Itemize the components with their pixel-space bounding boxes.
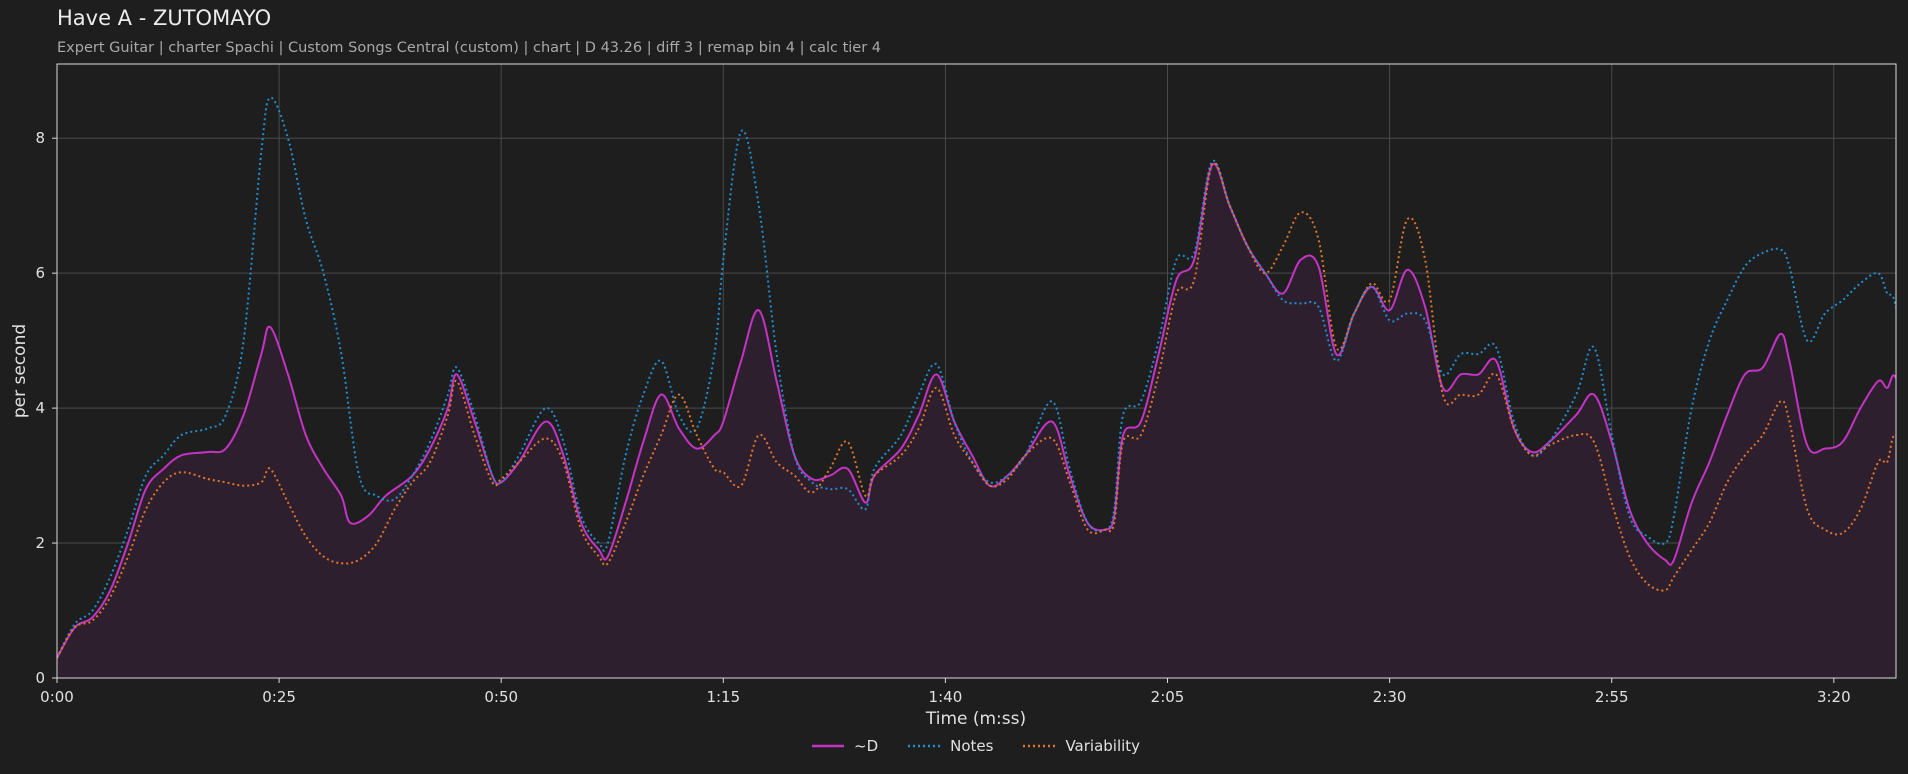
- y-tick-label: 6: [35, 264, 45, 282]
- series-d-line: [57, 162, 1896, 659]
- y-tick-label: 0: [35, 669, 45, 687]
- legend-label-variability: Variability: [1065, 737, 1141, 755]
- x-tick-label: 2:30: [1373, 688, 1407, 706]
- x-tick-label: 0:25: [262, 688, 296, 706]
- series-layer: [57, 96, 1896, 678]
- x-tick-label: 2:55: [1595, 688, 1629, 706]
- x-tick-label: 0:50: [484, 688, 518, 706]
- x-tick-label: 1:40: [929, 688, 963, 706]
- x-tick-label: 3:20: [1817, 688, 1851, 706]
- legend-swatch-d: [812, 744, 844, 748]
- legend-item-notes: Notes: [908, 737, 993, 755]
- legend-swatch-variability: [1023, 744, 1056, 748]
- plot-frame: [56, 63, 1897, 679]
- series-d-area: [57, 163, 1896, 678]
- x-tick-label: 1:15: [706, 688, 740, 706]
- x-tick-label: 2:05: [1151, 688, 1185, 706]
- legend-item-variability: Variability: [1023, 737, 1140, 755]
- y-tick-label: 4: [35, 399, 45, 417]
- legend-label-d: ~D: [854, 737, 879, 755]
- series-variability-line: [57, 161, 1896, 659]
- chart-subtitle: Expert Guitar | charter Spachi | Custom …: [57, 40, 881, 56]
- series-notes-line: [57, 96, 1896, 659]
- legend-swatch-notes: [908, 744, 941, 748]
- tick-layer: 0:00 0:25 0:50 1:15 1:40 2:05 2:30 2:55 3:20 0 2 4 6…: [35, 129, 1850, 706]
- chart-title: Have A - ZUTOMAYO: [57, 6, 272, 30]
- legend: ~D Notes Variability: [812, 737, 1170, 755]
- x-tick-label: 0:00: [40, 688, 74, 706]
- y-tick-label: 2: [35, 534, 45, 552]
- x-axis-label: Time (m:ss): [925, 709, 1026, 729]
- y-tick-label: 8: [35, 129, 45, 147]
- legend-item-d: ~D: [812, 737, 878, 755]
- legend-label-notes: Notes: [950, 737, 994, 755]
- y-axis-label: per second: [10, 324, 30, 418]
